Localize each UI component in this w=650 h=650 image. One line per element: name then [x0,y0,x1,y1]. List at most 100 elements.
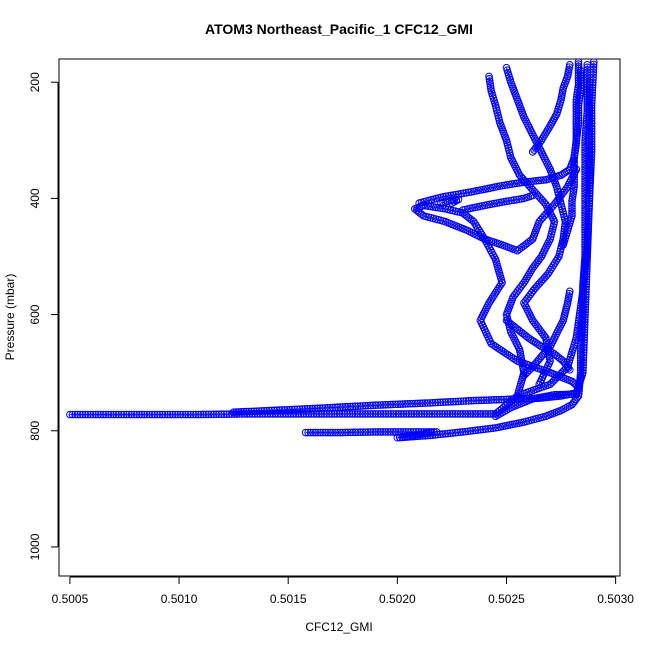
connector-line [556,99,562,115]
data-point [399,400,407,408]
data-point [441,430,450,438]
data-point [166,410,174,419]
data-point [408,432,417,441]
connector-line [567,215,573,231]
data-point [356,428,365,437]
data-point [570,178,578,186]
data-point [572,95,581,104]
data-point [411,432,419,441]
data-series-3 [301,61,592,442]
data-point [421,399,429,407]
connector-line [506,67,512,83]
data-point [572,139,581,148]
data-point [476,410,485,418]
data-point [306,428,315,437]
data-point [539,176,548,184]
data-point [562,390,571,399]
data-point [329,428,337,437]
data-point [467,188,476,196]
data-point [389,410,398,418]
data-point [537,176,545,185]
connector-line [490,90,496,106]
data-point [579,272,588,280]
data-point [122,410,131,419]
data-point [579,301,587,309]
data-point [477,396,486,405]
data-point [569,379,578,387]
data-point [99,410,108,419]
data-point [553,254,562,263]
data-point [384,400,392,409]
data-point [392,410,400,418]
data-point [486,82,495,90]
data-point [442,192,450,201]
data-point [489,424,497,432]
data-point [490,291,499,299]
x-tick-label: 0.5020 [379,592,416,606]
data-point [581,211,589,220]
data-point [204,410,213,419]
connector-line [462,212,474,222]
data-point [581,134,590,142]
data-point [341,403,350,411]
data-point [527,266,536,274]
data-point [466,410,475,418]
data-point [524,334,533,342]
data-point [212,410,221,419]
data-point [576,361,585,370]
data-point [270,406,279,415]
data-point [572,132,581,140]
data-point [590,59,598,66]
data-point [486,79,494,88]
data-point [459,189,468,198]
data-point [579,363,587,372]
data-point [443,429,452,438]
data-point [571,146,580,155]
data-point [583,112,591,120]
data-point [576,347,585,355]
data-point [585,131,594,140]
data-point [324,428,332,437]
data-point [71,410,79,419]
data-point [580,259,589,268]
data-point [302,410,310,418]
data-point [207,410,215,419]
y-tick-label: 600 [28,304,42,324]
data-point [406,433,414,441]
data-series-10 [559,59,583,249]
data-point [168,410,177,419]
data-point [494,284,502,293]
data-point [217,410,226,419]
data-point [574,78,583,87]
data-point [290,405,299,414]
data-point [528,191,537,200]
data-point [349,402,357,411]
connector-line [584,111,588,141]
data-point [397,410,405,418]
data-point [311,404,319,413]
data-point [482,396,491,404]
data-point [580,267,588,275]
data-point [260,406,268,415]
data-point [581,182,589,191]
x-tick-label: 0.5005 [52,592,89,606]
data-point [581,136,589,145]
data-point [574,59,583,66]
data-point [576,349,585,358]
data-point [316,428,325,437]
data-point [582,124,590,133]
data-point [338,403,347,411]
data-point [493,343,502,352]
connector-line [233,408,311,413]
data-point [522,274,531,283]
data-point [304,428,312,437]
data-point [574,76,583,85]
data-series-6 [437,195,463,207]
data-point [579,291,587,300]
data-point [326,403,334,412]
data-point [581,221,589,229]
data-point [462,188,470,197]
data-point [481,410,490,418]
data-point [579,293,587,302]
data-point [215,410,223,419]
